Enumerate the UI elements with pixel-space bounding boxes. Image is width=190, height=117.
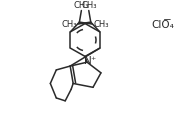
Text: −: − — [163, 15, 172, 25]
Text: +: + — [90, 56, 95, 61]
Text: CH₃: CH₃ — [81, 1, 97, 10]
Text: CH₃: CH₃ — [74, 1, 89, 10]
Text: N: N — [84, 56, 92, 66]
Text: CH₃: CH₃ — [61, 20, 77, 29]
Text: CH₃: CH₃ — [93, 20, 109, 29]
Text: ClO₄: ClO₄ — [152, 20, 174, 29]
